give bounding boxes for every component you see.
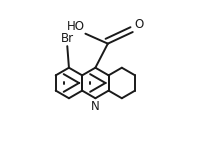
Text: N: N	[91, 100, 100, 113]
Text: HO: HO	[67, 20, 85, 33]
Text: O: O	[134, 18, 144, 31]
Text: Br: Br	[61, 32, 74, 45]
